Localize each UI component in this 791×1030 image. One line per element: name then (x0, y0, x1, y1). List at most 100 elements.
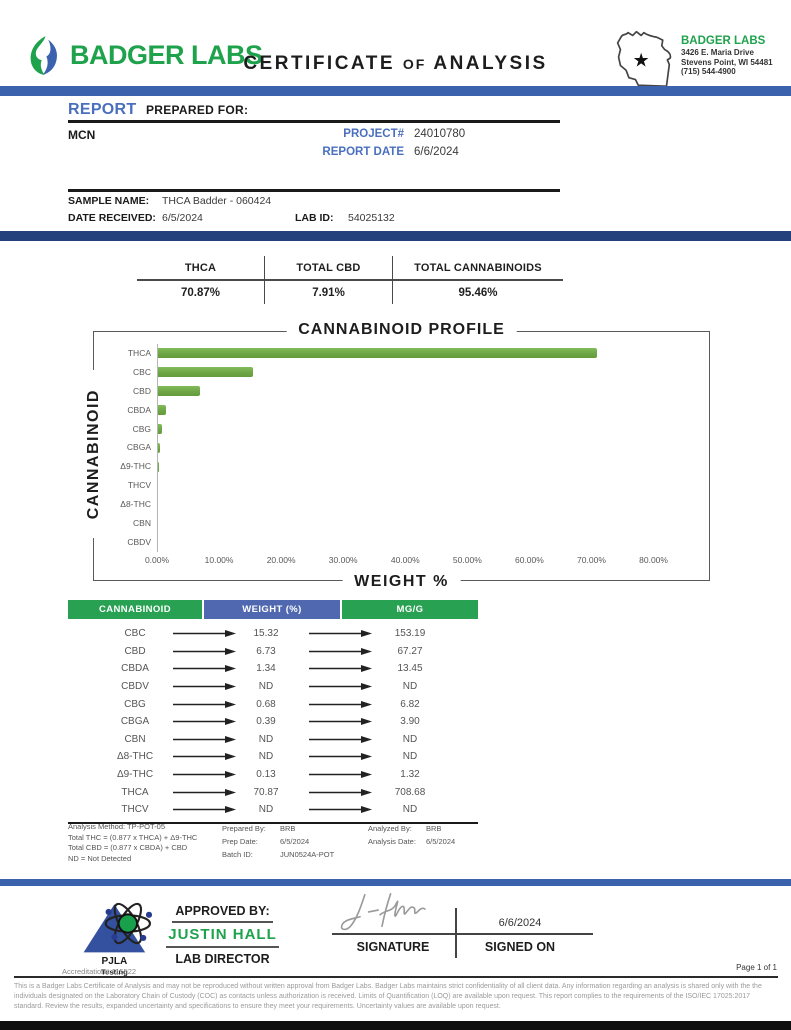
cannabinoid-name: THCA (121, 786, 149, 798)
chart-bar-row (158, 382, 697, 401)
report-date-label: REPORT DATE (322, 146, 404, 158)
footer-line (14, 976, 778, 978)
title-of: OF (402, 56, 427, 72)
chart-category-label: Δ8-THC (120, 499, 151, 510)
chart-bar-row (158, 533, 697, 552)
summary-header: TOTAL CANNABINOIDS (414, 262, 542, 274)
weight-percent-value: ND (258, 733, 274, 745)
footnote-line: Total THC = (0.877 x THCA) + Δ9-THC (68, 832, 198, 842)
chart-category-labels: THCA CBC CBD CBDA CBG CBGA Δ9-THC THCV Δ8-THC CBN… (96, 344, 157, 572)
lab-address-line2: Stevens Point, WI 54481 (681, 57, 773, 67)
results-table-row: Δ9-THC 0.13 1.32 (68, 766, 478, 784)
cannabinoid-name: Δ9-THC (116, 769, 154, 781)
mg-per-g-value: 13.45 (397, 663, 423, 675)
footnote-value: 6/5/2024 (426, 837, 456, 846)
arrow-right-icon (308, 717, 372, 726)
cannabinoid-name: THCV (121, 804, 149, 816)
chart-bar-row (158, 363, 697, 382)
results-table-bottom-line (68, 821, 478, 824)
chart-x-axis-label: WEIGHT % (342, 573, 461, 591)
approver-name: JUSTIN HALL (166, 923, 279, 948)
chart-category-label: THCV (127, 480, 151, 491)
col-header-weight: WEIGHT (%) (204, 600, 340, 619)
client-name: MCN (68, 128, 96, 142)
lab-phone: (715) 544-4900 (681, 67, 736, 76)
footnote-line: Analysis Method: TP-POT-05 (68, 822, 165, 831)
arrow-right-icon (308, 752, 372, 761)
wisconsin-star-icon: ★ (633, 49, 650, 70)
disclaimer-text: This is a Badger Labs Certificate of Ana… (14, 983, 762, 1010)
col-header-cannabinoid: CANNABINOID (68, 600, 202, 619)
summary-header: TOTAL CBD (296, 262, 361, 274)
potency-summary: THCA 70.87% TOTAL CBD 7.91% TOTAL CANNAB… (137, 256, 563, 304)
summary-header-underline (137, 279, 563, 281)
chart-bar-row (158, 438, 697, 457)
date-received-value: 6/5/2024 (162, 212, 203, 224)
footnote-line: Total CBD = (0.877 x CBDA) + CBD (68, 843, 188, 852)
arrow-right-icon (308, 647, 372, 656)
mg-per-g-value: ND (402, 804, 418, 816)
mg-per-g-value: 6.82 (400, 698, 420, 710)
mg-per-g-value: 1.32 (400, 769, 420, 781)
cannabinoid-name: CBG (124, 698, 146, 710)
project-value: 24010780 (414, 128, 466, 140)
chart-bar-row (158, 401, 697, 420)
report-date-value: 6/6/2024 (414, 146, 459, 158)
brand-logo: BADGER LABS (26, 34, 263, 77)
results-table-row: THCV ND ND (68, 801, 478, 819)
chart-category-label: Δ9-THC (120, 461, 151, 472)
arrow-right-icon (172, 629, 236, 638)
lab-address-card: ★ BADGER LABS 3426 E. Maria Drive Steven… (610, 27, 773, 89)
cannabinoid-name: CBDA (121, 663, 149, 675)
footnote-line: Prepared By: BRB (222, 822, 334, 835)
weight-percent-value: ND (258, 804, 274, 816)
arrow-right-icon (172, 788, 236, 797)
sample-name-value: THCA Badder - 060424 (162, 195, 272, 207)
signature-handwriting (340, 893, 426, 931)
arrow-right-icon (172, 700, 236, 709)
signed-on-label: SIGNED ON (484, 940, 556, 954)
chart-plot-body: 0.00% 10.00% 20.00% 30.00% 40.00% 50.00% 60.00… (145, 344, 697, 572)
lab-address-line1: 3426 E. Maria Drive (681, 48, 754, 57)
results-table-row: CBD 6.73 67.27 (68, 643, 478, 661)
approved-by-block: APPROVED BY: JUSTIN HALL LAB DIRECTOR (150, 902, 295, 966)
weight-percent-value: ND (258, 751, 274, 763)
footnote-label: Prep Date: (222, 837, 258, 846)
arrow-right-icon (308, 700, 372, 709)
arrow-right-icon (172, 682, 236, 691)
footnote-value: 6/5/2024 (280, 837, 310, 846)
cannabinoid-name: CBD (124, 645, 146, 657)
arrow-right-icon (308, 770, 372, 779)
arrow-right-icon (308, 735, 372, 744)
chart-bar (158, 461, 159, 472)
chart-y-axis-label-wrap: CANNABINOID (81, 370, 107, 538)
summary-value: 95.46% (458, 287, 498, 299)
results-table-rows: CBC 15.32 153.19 CBD 6.73 67.27 CBDA 1.34 13.45 C… (68, 619, 478, 819)
report-title-black: PREPARED FOR: (145, 103, 249, 117)
pjla-testing-text: Testing (101, 967, 128, 976)
mg-per-g-value: 153.19 (394, 628, 426, 640)
sample-name-label: SAMPLE NAME: (68, 195, 150, 207)
arrow-right-icon (172, 717, 236, 726)
analysis-footnotes: Analysis Method: TP-POT-05 Total THC = (0… (68, 822, 488, 870)
chart-bar (158, 424, 163, 434)
footnote-line: Batch ID: JUN0524A-POT (222, 848, 334, 861)
cannabinoid-profile-chart: CANNABINOID PROFILE CANNABINOID THCA CBC C… (81, 321, 710, 591)
results-table-row: CBN ND ND (68, 731, 478, 749)
footnote-label: Batch ID: (222, 850, 253, 859)
results-table-row: CBC 15.32 153.19 (68, 625, 478, 643)
weight-percent-value: 0.39 (256, 716, 276, 728)
report-title-underline (68, 120, 560, 123)
sample-divider-line (68, 189, 560, 192)
chart-x-tick-label: 0.00% (144, 555, 170, 565)
cannabinoid-name: CBC (124, 628, 146, 640)
results-table-row: THCA 70.87 708.68 (68, 783, 478, 801)
approver-title: LAB DIRECTOR (175, 952, 270, 966)
weight-percent-value: 15.32 (253, 628, 279, 640)
chart-category-label: CBG (132, 423, 151, 434)
lab-id-value: 54025132 (348, 212, 395, 224)
chart-category-label: CBGA (126, 442, 151, 453)
summary-header: THCA (184, 262, 217, 274)
summary-value: 70.87% (180, 287, 220, 299)
mg-per-g-value: 3.90 (400, 716, 420, 728)
